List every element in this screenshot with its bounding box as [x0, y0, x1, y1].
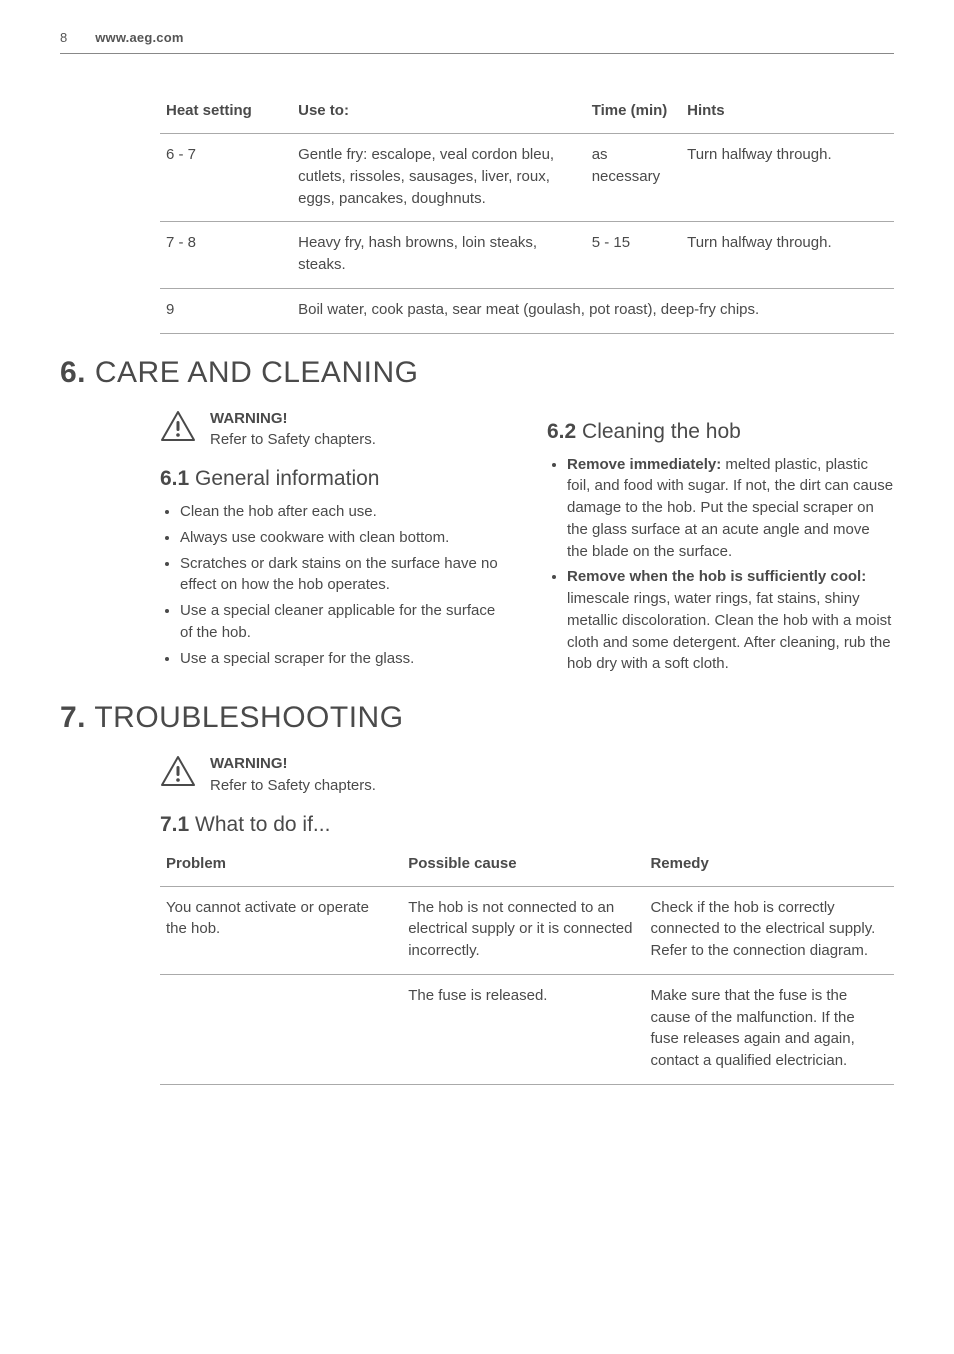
- warning-text: Refer to Safety chapters.: [210, 777, 376, 794]
- general-info-list: Clean the hob after each use. Always use…: [160, 501, 507, 669]
- section-6-2-number: 6.2: [547, 420, 576, 443]
- list-item-text: limescale rings, water rings, fat stains…: [567, 590, 891, 672]
- chapter-6-number: 6.: [60, 356, 86, 389]
- warning-icon: [160, 755, 196, 792]
- cell-span-text: Boil water, cook pasta, sear meat (goula…: [292, 288, 894, 333]
- list-item: Remove when the hob is sufficiently cool…: [567, 566, 894, 675]
- col-problem: Problem: [160, 847, 402, 887]
- section-6-1-heading: 6.1 General information: [160, 467, 507, 491]
- cell-hint: Turn halfway through.: [681, 222, 894, 289]
- col-cause: Possible cause: [402, 847, 644, 887]
- cell-problem: You cannot activate or operate the hob.: [160, 886, 402, 974]
- col-use-to: Use to:: [292, 94, 586, 134]
- cell-time: 5 - 15: [586, 222, 681, 289]
- warning-title: WARNING!: [210, 753, 376, 775]
- table-row: 7 - 8 Heavy fry, hash browns, loin steak…: [160, 222, 894, 289]
- section-6-2-title: Cleaning the hob: [576, 420, 741, 443]
- warning-block: WARNING! Refer to Safety chapters.: [160, 408, 507, 452]
- section-7-1-title: What to do if...: [189, 813, 330, 836]
- cell-setting: 9: [160, 288, 292, 333]
- table-header-row: Problem Possible cause Remedy: [160, 847, 894, 887]
- list-item: Scratches or dark stains on the surface …: [180, 553, 507, 597]
- cell-setting: 6 - 7: [160, 134, 292, 222]
- chapter-7-title: TROUBLESHOOTING: [86, 701, 404, 734]
- list-item-lead: Remove when the hob is sufficiently cool…: [567, 568, 866, 585]
- list-item: Clean the hob after each use.: [180, 501, 507, 523]
- section-6-1-number: 6.1: [160, 467, 189, 490]
- col-remedy: Remedy: [644, 847, 894, 887]
- list-item: Use a special scraper for the glass.: [180, 648, 507, 670]
- chapter-6-title: CARE AND CLEANING: [86, 356, 418, 389]
- section-6-2-heading: 6.2 Cleaning the hob: [547, 420, 894, 444]
- cell-use: Gentle fry: escalope, veal cordon bleu, …: [292, 134, 586, 222]
- warning-block: WARNING! Refer to Safety chapters.: [160, 753, 894, 797]
- section-7-1-number: 7.1: [160, 813, 189, 836]
- troubleshooting-table: Problem Possible cause Remedy You cannot…: [160, 847, 894, 1085]
- cell-remedy: Check if the hob is correctly connected …: [644, 886, 894, 974]
- table-row-span: 9 Boil water, cook pasta, sear meat (gou…: [160, 288, 894, 333]
- warning-text: Refer to Safety chapters.: [210, 431, 376, 448]
- cell-use: Heavy fry, hash browns, loin steaks, ste…: [292, 222, 586, 289]
- section-7-1-heading: 7.1 What to do if...: [160, 813, 894, 837]
- section-6-1-title: General information: [189, 467, 379, 490]
- page-header: 8 www.aeg.com: [60, 30, 894, 54]
- cell-cause: The hob is not connected to an electrica…: [402, 886, 644, 974]
- table-row: You cannot activate or operate the hob. …: [160, 886, 894, 974]
- cell-remedy: Make sure that the fuse is the cause of …: [644, 974, 894, 1084]
- list-item: Use a special cleaner applicable for the…: [180, 600, 507, 644]
- list-item: Remove immediately: melted plastic, plas…: [567, 454, 894, 563]
- cell-problem: [160, 974, 402, 1084]
- chapter-7-number: 7.: [60, 701, 86, 734]
- list-item-lead: Remove immediately:: [567, 456, 721, 473]
- col-hints: Hints: [681, 94, 894, 134]
- cleaning-hob-list: Remove immediately: melted plastic, plas…: [547, 454, 894, 676]
- table-row: 6 - 7 Gentle fry: escalope, veal cordon …: [160, 134, 894, 222]
- warning-icon: [160, 410, 196, 447]
- col-heat-setting: Heat setting: [160, 94, 292, 134]
- list-item: Always use cookware with clean bottom.: [180, 527, 507, 549]
- table-row: The fuse is released. Make sure that the…: [160, 974, 894, 1084]
- col-time: Time (min): [586, 94, 681, 134]
- cell-time: as necessary: [586, 134, 681, 222]
- page-number: 8: [60, 30, 67, 45]
- site-url: www.aeg.com: [95, 30, 183, 45]
- table-header-row: Heat setting Use to: Time (min) Hints: [160, 94, 894, 134]
- cell-setting: 7 - 8: [160, 222, 292, 289]
- warning-title: WARNING!: [210, 408, 376, 430]
- chapter-7-heading: 7. TROUBLESHOOTING: [60, 701, 894, 735]
- chapter-6-heading: 6. CARE AND CLEANING: [60, 356, 894, 390]
- heat-setting-table: Heat setting Use to: Time (min) Hints 6 …: [160, 94, 894, 334]
- cell-cause: The fuse is released.: [402, 974, 644, 1084]
- cell-hint: Turn halfway through.: [681, 134, 894, 222]
